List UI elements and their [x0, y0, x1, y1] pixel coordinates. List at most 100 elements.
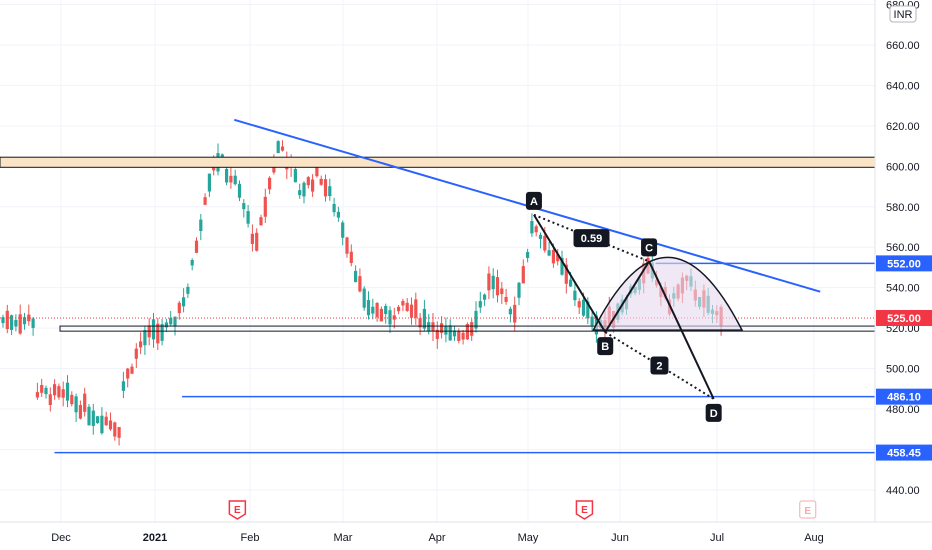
candle-body — [255, 232, 259, 251]
candle-body — [556, 254, 560, 262]
candle-body — [280, 146, 285, 151]
candle-body — [323, 179, 328, 197]
candle-body — [10, 315, 14, 330]
candle-body — [315, 166, 319, 177]
point-badge-c — [641, 238, 658, 257]
price-tick-label: 500.00 — [886, 364, 920, 376]
time-tick-label: Jul — [710, 532, 724, 544]
candle-body — [581, 299, 586, 316]
earnings-event-icon[interactable]: E — [228, 500, 247, 520]
earnings-event-icon[interactable]: E — [799, 500, 817, 519]
time-tick-label: Apr — [428, 532, 445, 544]
candle-body — [401, 301, 405, 306]
candle-body — [483, 294, 487, 300]
candle-body — [500, 288, 504, 295]
point-label-b: B — [601, 341, 609, 353]
time-tick-label: 2021 — [143, 532, 167, 544]
candle-body — [530, 221, 534, 234]
currency-badge[interactable]: INR — [889, 5, 917, 23]
candle-body — [96, 416, 100, 424]
candle-body — [121, 381, 125, 391]
ratio-label-ac: 0.59 — [581, 233, 602, 245]
resistance-zone[interactable] — [0, 156, 876, 168]
candle-body — [465, 324, 469, 340]
candles — [1, 140, 723, 446]
candle-body — [336, 211, 340, 218]
candle-body — [560, 257, 564, 275]
candle-body — [169, 317, 173, 325]
price-tag-label: 486.10 — [887, 392, 921, 404]
time-tick-label: Dec — [51, 532, 71, 544]
candle-body — [126, 368, 130, 379]
candle-body — [65, 382, 70, 401]
candle-body — [207, 173, 211, 192]
candle-body — [229, 175, 233, 183]
candle-body — [306, 177, 310, 186]
point-badge-d — [705, 403, 722, 422]
candle-body — [461, 332, 465, 340]
candle-body — [35, 392, 39, 398]
price-tag-bg — [876, 388, 932, 405]
candle-body — [534, 226, 538, 233]
price-tag-label: 525.00 — [887, 313, 921, 325]
candle-body — [250, 233, 254, 244]
candle-body — [203, 197, 207, 205]
candle-body — [444, 325, 448, 335]
candle-body — [526, 251, 530, 258]
ratio-line-ac — [533, 213, 650, 263]
candle-body — [259, 217, 263, 226]
price-tag-bg — [876, 255, 932, 272]
rounding-top-arc — [592, 256, 744, 331]
ratio-label-bd: 2 — [656, 361, 662, 373]
candle-body — [194, 240, 199, 253]
earnings-event-icon[interactable]: E — [575, 500, 594, 520]
harmonic-pattern[interactable]: 0.59 2 A B C D — [525, 191, 744, 422]
candle-body — [513, 304, 517, 323]
candle-body — [440, 323, 444, 333]
candle-body — [293, 168, 297, 183]
candle-body — [366, 300, 371, 316]
candle-body — [14, 319, 18, 327]
candle-body — [358, 276, 362, 292]
candle-body — [538, 234, 543, 239]
candle-body — [276, 141, 280, 154]
time-tick-label: May — [518, 532, 539, 544]
candle-body — [78, 405, 82, 419]
candle-body — [504, 296, 508, 302]
candle-body — [151, 319, 156, 340]
candle-body — [164, 322, 168, 328]
candle-body — [354, 270, 358, 283]
point-label-d: D — [710, 408, 718, 420]
candle-body — [233, 175, 237, 185]
candle-body — [134, 348, 138, 359]
candle-body — [53, 384, 57, 396]
candle-body — [388, 310, 392, 325]
horizontal-levels[interactable] — [54, 262, 875, 454]
candle-body — [564, 264, 568, 284]
candle-body — [190, 259, 194, 266]
candle-body — [384, 306, 388, 315]
candle-body — [349, 251, 353, 264]
price-tick-label: 480.00 — [886, 404, 920, 416]
candle-body — [311, 179, 315, 192]
candle-body — [70, 394, 74, 405]
candle-body — [1, 317, 5, 324]
candle-body — [495, 277, 500, 296]
candle-body — [573, 290, 577, 301]
point-badge-a — [525, 191, 542, 210]
price-tick-label: 440.00 — [886, 485, 920, 497]
time-axis[interactable] — [0, 522, 932, 550]
earnings-marker — [575, 500, 594, 520]
candle-body — [319, 178, 323, 185]
candle-body — [143, 330, 147, 346]
time-axis-labels: Dec 2021 Feb Mar Apr May Jun Jul Aug — [51, 532, 824, 544]
candle-body — [332, 203, 336, 213]
time-tick-label: Jun — [611, 532, 629, 544]
candle-body — [104, 416, 108, 426]
candle-body — [521, 266, 525, 284]
candle-body — [31, 318, 35, 328]
price-tick-label: 600.00 — [886, 161, 920, 173]
price-tick-label: 620.00 — [886, 121, 920, 133]
